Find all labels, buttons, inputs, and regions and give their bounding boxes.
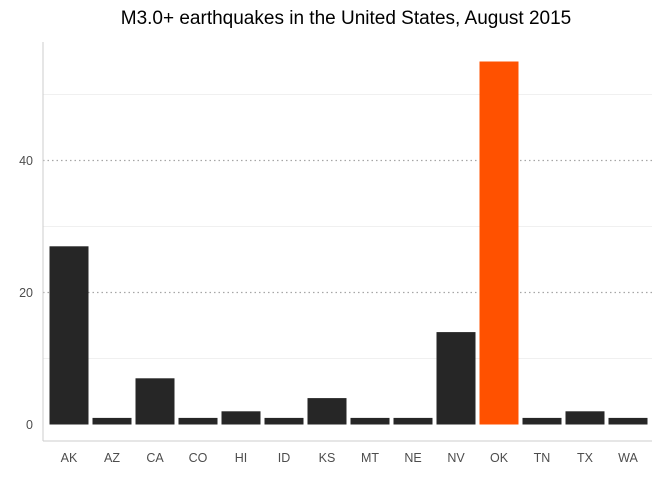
x-tick-label: CO [189, 451, 208, 465]
chart-title: M3.0+ earthquakes in the United States, … [121, 8, 572, 29]
bar-ne [393, 417, 433, 425]
x-tick-label: AZ [104, 451, 120, 465]
bar-nv [436, 332, 476, 425]
bar-tx [565, 411, 605, 425]
x-tick-label: TN [534, 451, 551, 465]
bar-co [178, 417, 218, 425]
x-tick-label: HI [235, 451, 248, 465]
x-tick-label: MT [361, 451, 379, 465]
y-tick-labels: 0 20 40 [19, 154, 33, 432]
x-tick-label: NE [404, 451, 421, 465]
bar-hi [221, 411, 261, 425]
bars [49, 61, 648, 425]
x-tick-label: KS [319, 451, 336, 465]
y-tick-label: 20 [19, 286, 33, 300]
bar-ca [135, 378, 175, 425]
y-tick-label: 40 [19, 154, 33, 168]
bar-mt [350, 417, 390, 425]
bar-ak [49, 246, 89, 425]
bar-tn [522, 417, 562, 425]
bar-ok [479, 61, 519, 425]
y-tick-label: 0 [26, 418, 33, 432]
bar-ks [307, 398, 347, 425]
x-tick-label: OK [490, 451, 509, 465]
x-tick-label: AK [61, 451, 78, 465]
x-tick-label: ID [278, 451, 291, 465]
x-tick-label: WA [618, 451, 638, 465]
bar-wa [608, 417, 648, 425]
x-tick-label: NV [447, 451, 465, 465]
bar-az [92, 417, 132, 425]
x-tick-label: CA [146, 451, 164, 465]
x-tick-labels: AK AZ CA CO HI ID KS MT NE NV OK TN TX WA [61, 451, 639, 465]
axes [42, 42, 652, 442]
bar-id [264, 417, 304, 425]
gridlines [43, 94, 652, 359]
x-tick-label: TX [577, 451, 594, 465]
